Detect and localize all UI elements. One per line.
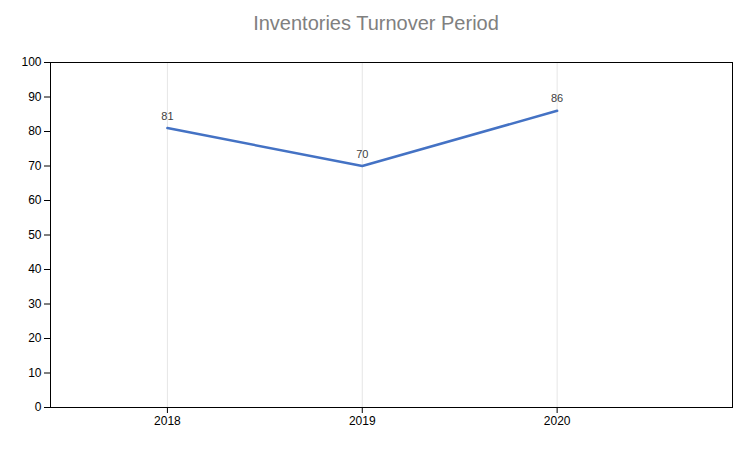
svg-text:81: 81 [161, 110, 173, 122]
html-text:Inventories Turnover Period: Inventories Turnover Period [253, 12, 499, 34]
svg-text:2020: 2020 [544, 414, 571, 428]
svg-text:50: 50 [28, 228, 42, 242]
svg-text:80: 80 [28, 124, 42, 138]
svg-text:60: 60 [28, 193, 42, 207]
svg-text:86: 86 [551, 92, 563, 104]
svg-text:70: 70 [28, 159, 42, 173]
svg-text:2018: 2018 [154, 414, 181, 428]
svg-text:0: 0 [35, 400, 42, 414]
svg-text:2019: 2019 [349, 414, 376, 428]
svg-text:20: 20 [28, 331, 42, 345]
svg-text:100: 100 [21, 55, 41, 69]
svg-text:70: 70 [356, 148, 368, 160]
svg-text:10: 10 [28, 366, 42, 380]
svg-text:40: 40 [28, 262, 42, 276]
svg-text:90: 90 [28, 90, 42, 104]
svg-text:30: 30 [28, 297, 42, 311]
